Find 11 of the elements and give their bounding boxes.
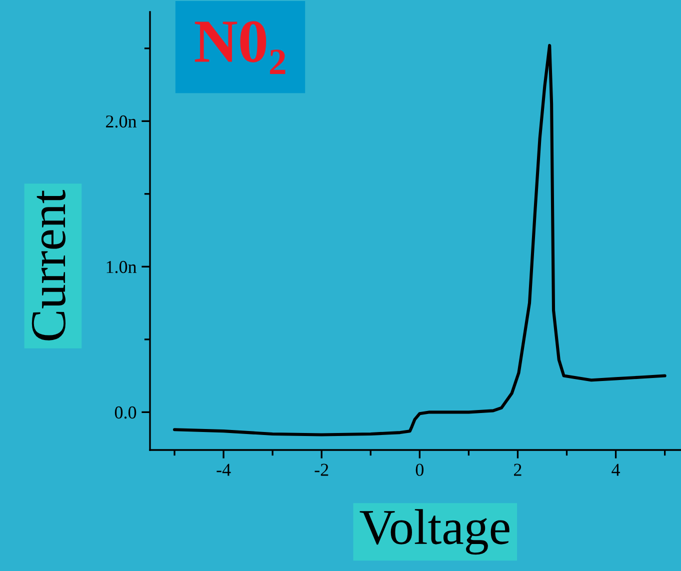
x-tick-label: 4 [612, 464, 620, 476]
x-axis-title: Voltage [360, 509, 510, 555]
x-tick-label: 2 [514, 464, 522, 476]
x-tick-label: -2 [314, 464, 328, 476]
x-tick-label: 0 [416, 464, 424, 476]
y-tick-label: 1.0n [106, 260, 137, 274]
y-axis-title: Current [32, 190, 66, 340]
y-tick-label: 0.0 [114, 406, 136, 419]
x-tick-label: -4 [216, 464, 231, 476]
chart-title: N0₂ [194, 21, 286, 74]
y-tick-label: 2.0n [106, 115, 137, 128]
